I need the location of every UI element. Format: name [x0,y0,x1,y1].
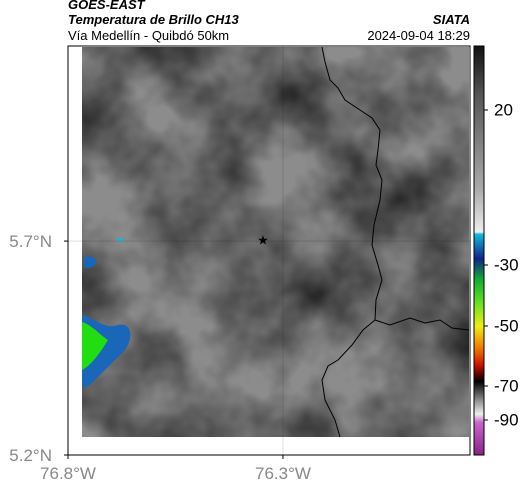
cold-cloud-core [82,322,108,370]
y-tick-label: 5.7°N [9,232,52,251]
colorbar-label: -90 [494,410,519,429]
colorbar-label: 20 [494,100,513,119]
cold-spot [116,237,124,242]
border-line [321,46,470,438]
source: SIATA [433,12,470,27]
map-area: ★ [82,46,470,438]
location-star: ★ [257,232,269,247]
colorbar-label: -50 [494,316,519,335]
route: Vía Medellín - Quibdó 50km [68,28,229,43]
datetime: 2024-09-04 18:29 [367,28,470,43]
cold-spot [84,256,97,269]
cloud-texture [82,47,469,437]
x-tick-label: 76.3°W [255,464,311,483]
title: Temperatura de Brillo CH13 [68,12,240,27]
map-frame [67,45,471,456]
x-tick-label: 76.8°W [40,464,96,483]
product: GOES-EAST [68,0,146,12]
y-tick-label: 5.2°N [9,446,52,465]
colorbar-label: -30 [494,255,519,274]
colorbar [473,45,485,456]
colorbar-label: -70 [494,376,519,395]
colorbar-ticks: 20 -30 -50 -70 -90 [484,100,519,429]
